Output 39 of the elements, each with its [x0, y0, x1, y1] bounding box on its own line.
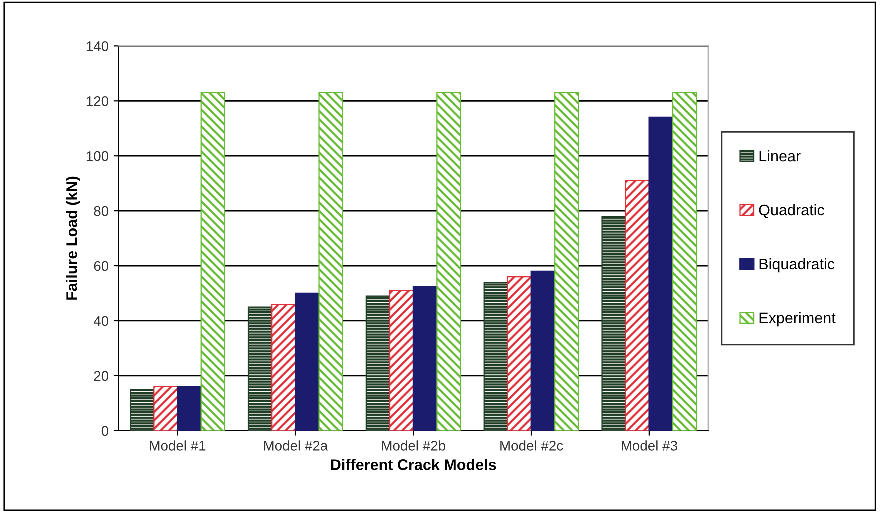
y-tick-label: 20: [94, 371, 109, 382]
y-tick-label: 80: [94, 206, 109, 216]
bar: [248, 306, 273, 431]
y-tick-label: 100: [86, 151, 109, 162]
y-tick-label: 140: [86, 42, 109, 52]
legend-label: Experiment: [760, 312, 836, 327]
bar: [294, 292, 320, 431]
bar: [530, 270, 556, 431]
x-tick-label: Model #2a: [264, 440, 328, 451]
x-axis-title: Different Crack Models: [331, 459, 496, 470]
y-tick-label: 120: [86, 96, 109, 106]
bar: [436, 92, 462, 431]
bar: [412, 286, 438, 431]
x-tick-label: Model #2b: [382, 440, 446, 451]
legend-label: Biquadratic: [760, 258, 835, 273]
bar: [507, 276, 532, 431]
bar: [648, 116, 674, 431]
bar: [389, 290, 414, 431]
bar: [318, 92, 344, 431]
x-tick-label: Model #2c: [500, 440, 564, 451]
y-axis-title: Failure Load (kN): [66, 176, 80, 300]
bar: [177, 386, 202, 431]
bar: [554, 92, 580, 431]
bar: [625, 180, 650, 431]
x-tick-label: Model #1: [150, 440, 206, 451]
bar: [200, 92, 226, 431]
bar: [672, 92, 698, 431]
bar: [130, 389, 155, 431]
bar: [366, 296, 391, 431]
y-tick-label: 40: [94, 316, 109, 326]
bar: [602, 216, 626, 431]
legend-label: Quadratic: [759, 204, 824, 218]
y-tick-label: 0: [102, 426, 109, 436]
bar: [484, 282, 508, 431]
legend-label: Linear: [760, 150, 801, 162]
y-tick-label: 60: [94, 261, 109, 272]
bar: [154, 386, 178, 431]
x-tick-label: Model #3: [622, 440, 678, 451]
bar: [272, 304, 296, 431]
